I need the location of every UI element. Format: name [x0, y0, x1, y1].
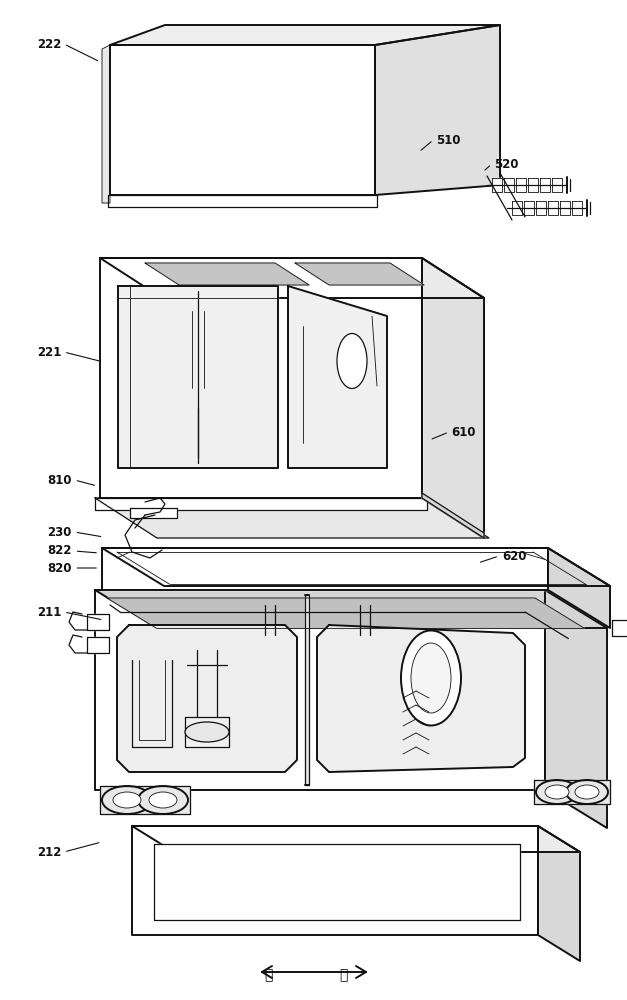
Polygon shape	[118, 286, 278, 468]
Text: 620: 620	[502, 550, 527, 562]
Polygon shape	[492, 178, 502, 192]
Polygon shape	[100, 258, 422, 498]
Polygon shape	[422, 493, 484, 538]
Text: 后: 后	[264, 968, 273, 982]
Polygon shape	[130, 508, 177, 518]
Ellipse shape	[102, 786, 152, 814]
Text: 221: 221	[37, 346, 61, 359]
Polygon shape	[95, 498, 489, 538]
Polygon shape	[107, 598, 584, 628]
Polygon shape	[87, 614, 109, 630]
Ellipse shape	[138, 786, 188, 814]
Text: 820: 820	[47, 562, 72, 575]
Polygon shape	[552, 178, 562, 192]
Polygon shape	[132, 826, 580, 852]
Polygon shape	[288, 286, 387, 468]
Polygon shape	[102, 548, 610, 586]
Text: 211: 211	[37, 605, 61, 618]
Polygon shape	[528, 178, 538, 192]
Polygon shape	[87, 637, 109, 653]
Polygon shape	[102, 548, 548, 590]
Polygon shape	[102, 45, 110, 203]
Text: 222: 222	[37, 37, 61, 50]
Polygon shape	[317, 625, 525, 772]
Polygon shape	[110, 45, 375, 195]
Ellipse shape	[536, 780, 578, 804]
Polygon shape	[504, 178, 514, 192]
Text: 212: 212	[37, 846, 61, 858]
Polygon shape	[95, 590, 545, 790]
Polygon shape	[100, 258, 484, 298]
Polygon shape	[422, 258, 484, 538]
Text: 510: 510	[436, 133, 461, 146]
Polygon shape	[375, 25, 500, 195]
Ellipse shape	[566, 780, 608, 804]
Polygon shape	[117, 625, 297, 772]
Polygon shape	[572, 201, 582, 215]
Text: 520: 520	[494, 157, 519, 170]
Polygon shape	[545, 590, 607, 828]
Polygon shape	[95, 498, 427, 510]
Polygon shape	[548, 201, 558, 215]
Text: 前: 前	[339, 968, 348, 982]
Text: 810: 810	[47, 474, 72, 487]
Polygon shape	[100, 786, 190, 814]
Ellipse shape	[149, 792, 177, 808]
Polygon shape	[145, 263, 309, 285]
Ellipse shape	[185, 722, 229, 742]
Polygon shape	[612, 620, 627, 636]
Text: 230: 230	[48, 526, 71, 538]
Text: 822: 822	[47, 544, 72, 557]
Polygon shape	[185, 717, 229, 747]
Polygon shape	[305, 595, 309, 785]
Polygon shape	[110, 25, 500, 45]
Ellipse shape	[337, 334, 367, 388]
Polygon shape	[524, 201, 534, 215]
Polygon shape	[540, 178, 550, 192]
Polygon shape	[560, 201, 570, 215]
Text: 610: 610	[451, 426, 477, 438]
Polygon shape	[538, 826, 580, 961]
Ellipse shape	[575, 785, 599, 799]
Ellipse shape	[401, 631, 461, 726]
Polygon shape	[536, 201, 546, 215]
Polygon shape	[95, 590, 607, 628]
Ellipse shape	[545, 785, 569, 799]
Polygon shape	[132, 826, 538, 935]
Ellipse shape	[411, 643, 451, 713]
Polygon shape	[108, 195, 377, 207]
Polygon shape	[516, 178, 526, 192]
Polygon shape	[512, 201, 522, 215]
Polygon shape	[548, 548, 610, 628]
Polygon shape	[534, 780, 610, 804]
Polygon shape	[295, 263, 424, 285]
Polygon shape	[154, 844, 520, 920]
Ellipse shape	[113, 792, 141, 808]
